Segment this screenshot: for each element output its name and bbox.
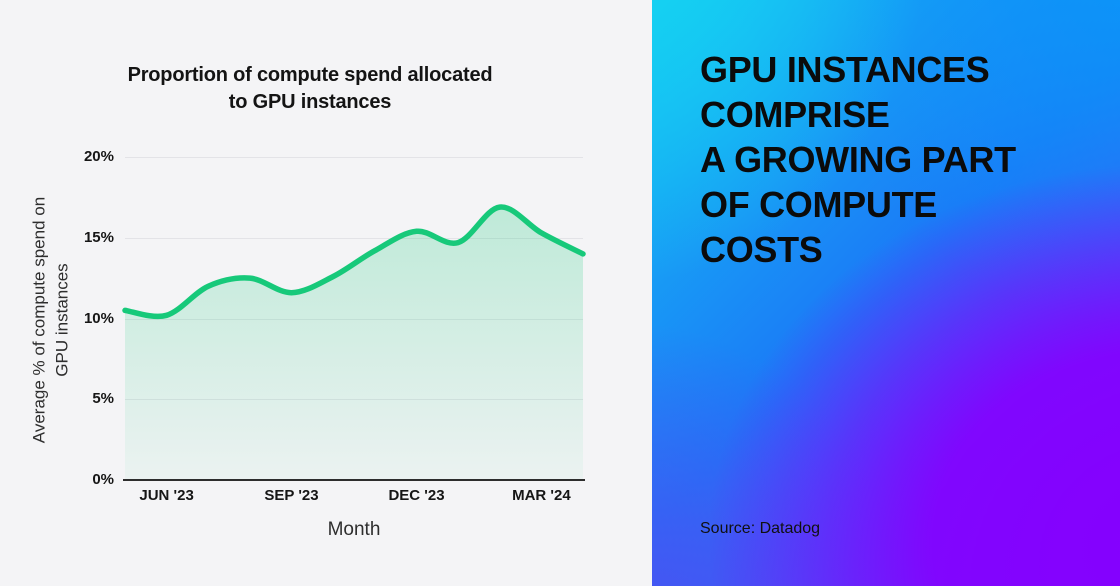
x-axis-line xyxy=(123,479,585,481)
source-attribution: Source: Datadog xyxy=(700,520,821,537)
x-tick-label: MAR '24 xyxy=(512,487,571,504)
headline-panel: GPU INSTANCES COMPRISE A GROWING PART OF… xyxy=(652,0,1120,586)
y-tick-label: 0% xyxy=(92,471,114,488)
chart-panel: Proportion of compute spend allocated to… xyxy=(29,64,586,540)
trend-line xyxy=(122,204,586,320)
gridline xyxy=(125,157,583,158)
x-tick-label: SEP '23 xyxy=(264,487,319,504)
chart-title: Proportion of compute spend allocated to… xyxy=(127,64,493,113)
x-tick-label: JUN '23 xyxy=(139,487,194,504)
gridline xyxy=(125,237,583,239)
y-tick-label: 15% xyxy=(83,228,114,246)
x-tick-label: DEC '23 xyxy=(388,487,445,504)
y-tick-label: 5% xyxy=(92,390,114,408)
headline: GPU INSTANCES COMPRISE A GROWING PART OF… xyxy=(700,49,1016,270)
y-tick-label: 10% xyxy=(83,309,114,327)
y-tick-label: 20% xyxy=(83,148,114,165)
area-fill xyxy=(125,207,583,480)
x-axis-title: Month xyxy=(327,519,381,540)
area-chart xyxy=(122,204,586,480)
